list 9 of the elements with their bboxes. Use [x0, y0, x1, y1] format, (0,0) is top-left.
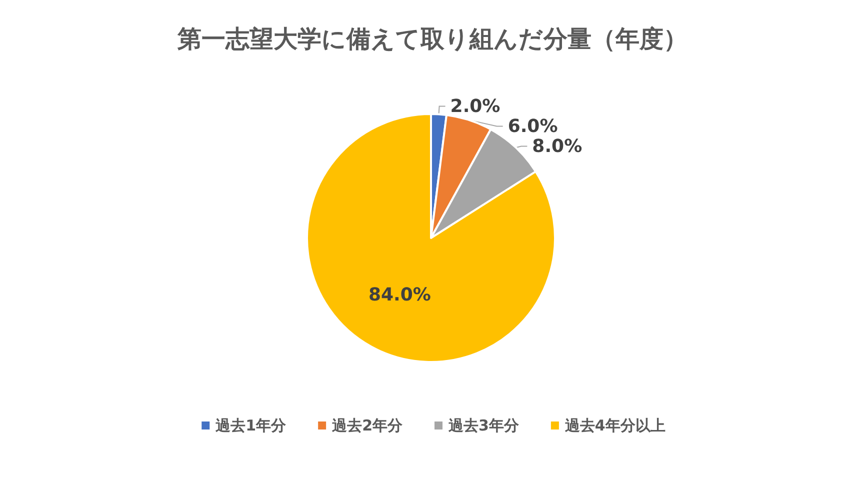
legend-label: 過去2年分 [331, 416, 404, 434]
data-label: 6.0% [508, 116, 558, 137]
data-label: 84.0% [368, 284, 431, 306]
legend-label: 過去4年分以上 [564, 416, 666, 434]
data-label: 2.0% [450, 96, 500, 117]
chart-title: 第一志望大学に備えて取り組んだ分量（年度） [176, 25, 688, 53]
legend-label: 過去1年分 [214, 416, 288, 434]
legend-label: 過去3年分 [448, 416, 520, 434]
data-label: 8.0% [532, 136, 582, 157]
